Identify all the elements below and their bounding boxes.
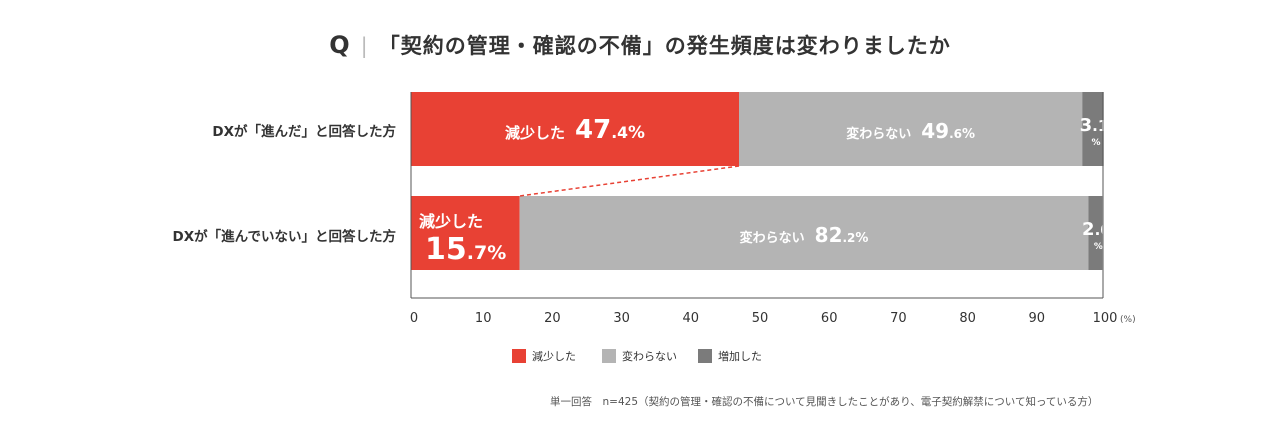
- label-value-row2-s2: 変わらない 82.2%: [740, 223, 869, 247]
- label-value-row1-s1: 減少した 47.4%: [505, 115, 645, 145]
- label-name-row2-s1: 減少した: [419, 212, 483, 231]
- x-tick-label: 60: [821, 311, 838, 326]
- bar-unchanged-row2: [519, 196, 1089, 270]
- legend-decrease: 減少した: [512, 348, 576, 364]
- legend-label: 増加した: [718, 350, 762, 363]
- row-label-not-advanced: DXが「進んでいない」と回答した方: [172, 229, 396, 245]
- chart-title: Q | 「契約の管理・確認の不備」の発生頻度は変わりましたか: [0, 30, 1280, 60]
- x-tick-label: 90: [1029, 311, 1046, 326]
- q-mark: Q: [329, 31, 351, 59]
- title-separator: |: [360, 34, 369, 58]
- label-value-row2-s3: 2.0: [1082, 219, 1111, 240]
- legend-increase: 増加した: [698, 348, 762, 364]
- label-pct-row2-s3: %: [1094, 242, 1103, 252]
- bar-decrease-row1: [411, 92, 740, 166]
- x-axis-unit: (%): [1120, 315, 1136, 325]
- legend-swatch: [698, 349, 712, 363]
- x-tick-label: 100: [1093, 311, 1118, 326]
- x-tick-label: 40: [683, 311, 700, 326]
- x-tick-label: 50: [752, 311, 769, 326]
- bar-decrease-row2: [411, 196, 520, 270]
- legend-unchanged: 変わらない: [602, 348, 677, 364]
- row-label-advanced: DXが「進んだ」と回答した方: [212, 124, 396, 140]
- legend-swatch: [512, 349, 526, 363]
- bar-unchanged-row1: [739, 92, 1083, 166]
- x-tick-label: 30: [613, 311, 630, 326]
- x-tick-label: 10: [475, 311, 492, 326]
- legend-label: 減少した: [532, 350, 576, 363]
- x-tick-label: 20: [544, 311, 561, 326]
- title-text: 「契約の管理・確認の不備」の発生頻度は変わりましたか: [378, 34, 951, 58]
- label-pct-row1-s3: %: [1091, 138, 1100, 148]
- label-value-row2-s1: 15.7%: [425, 232, 506, 267]
- connector-line: [519, 165, 740, 197]
- legend-label: 変わらない: [622, 350, 677, 363]
- x-tick-label: 70: [890, 311, 907, 326]
- survey-note: 単一回答 n=425（契約の管理・確認の不備について見聞きしたことがあり、電子契…: [550, 396, 1099, 408]
- bar-increase-row2: [1088, 196, 1103, 270]
- bar-increase-row1: [1082, 92, 1104, 166]
- label-value-row1-s3: 3.1: [1080, 115, 1109, 136]
- x-tick-label: 80: [959, 311, 976, 326]
- legend-swatch: [602, 349, 616, 363]
- label-value-row1-s2: 変わらない 49.6%: [846, 119, 975, 143]
- x-tick-label: 0: [410, 311, 418, 326]
